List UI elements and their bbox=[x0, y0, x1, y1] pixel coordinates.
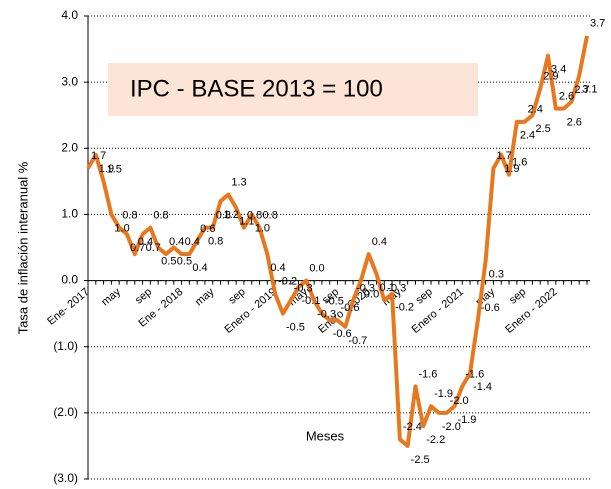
data-label: 1.0 bbox=[255, 222, 270, 234]
y-tick-label: 0.0 bbox=[61, 273, 78, 287]
data-label: -0.2 bbox=[395, 302, 414, 314]
y-tick-label: (1.0) bbox=[53, 339, 78, 353]
data-label: -2.0 bbox=[450, 395, 469, 407]
data-label: 0.8 bbox=[122, 210, 137, 222]
x-axis-label: Meses bbox=[306, 428, 345, 443]
data-label: 0.7 bbox=[130, 242, 145, 254]
x-tick-label: Ene- 2017 bbox=[45, 286, 92, 328]
data-label: 0.4 bbox=[192, 262, 207, 274]
data-label: 2.6 bbox=[567, 117, 582, 129]
data-label: 1.1 bbox=[239, 216, 254, 228]
data-label: 0.3 bbox=[489, 269, 504, 281]
x-tick-label: may bbox=[193, 286, 217, 309]
data-label: 1.7 bbox=[496, 150, 511, 162]
data-label: -2.4 bbox=[403, 421, 422, 433]
data-label: -2.2 bbox=[426, 434, 445, 446]
data-label: 2.6 bbox=[559, 91, 574, 103]
data-label: -0.7 bbox=[348, 335, 367, 347]
data-label: -0.3 bbox=[387, 282, 406, 294]
data-label: 0.8 bbox=[247, 210, 262, 222]
data-label: -0.1 bbox=[302, 295, 321, 307]
data-label: 0.7 bbox=[146, 242, 161, 254]
data-label: 1.5 bbox=[107, 163, 122, 175]
data-label: -0.5 bbox=[325, 296, 344, 308]
data-label: 2.4 bbox=[528, 104, 543, 116]
y-tick-label: 2.0 bbox=[61, 140, 78, 154]
data-label: 1.9 bbox=[504, 163, 519, 175]
data-label: -1.6 bbox=[465, 368, 484, 380]
data-label: -0.6 bbox=[481, 302, 500, 314]
data-label: 0.1 bbox=[379, 282, 394, 294]
data-label: 0.6 bbox=[200, 223, 215, 235]
data-label: 3.1 bbox=[582, 83, 597, 95]
data-label: 1.7 bbox=[91, 150, 106, 162]
data-label: 1.6 bbox=[512, 157, 527, 169]
x-tick-label: sep bbox=[133, 286, 154, 307]
data-label: -0.2 bbox=[278, 276, 297, 288]
data-label: 1.2 bbox=[224, 209, 239, 221]
data-label: 1.3 bbox=[231, 176, 246, 188]
data-label: 2.5 bbox=[535, 123, 550, 135]
data-label: 0.8 bbox=[153, 210, 168, 222]
x-tick-label: sep bbox=[226, 286, 247, 307]
y-tick-label: 4.0 bbox=[61, 8, 78, 22]
data-label: -1.4 bbox=[473, 381, 492, 393]
data-label: -0.6 bbox=[341, 302, 360, 314]
data-label: 2.4 bbox=[520, 130, 535, 142]
data-label: 2.7 bbox=[574, 84, 589, 96]
data-label: -1.9 bbox=[457, 414, 476, 426]
data-label: 0.8 bbox=[216, 210, 231, 222]
data-label: 0.8 bbox=[208, 236, 223, 248]
data-label: -0.3 bbox=[356, 282, 375, 294]
data-label: 0.0 bbox=[364, 288, 379, 300]
data-label: 0.0 bbox=[309, 262, 324, 274]
data-label: -2.0 bbox=[442, 421, 461, 433]
data-label: 3.4 bbox=[551, 64, 566, 76]
data-label: 2.9 bbox=[543, 71, 558, 83]
data-label: 0.4 bbox=[185, 236, 200, 248]
data-label: -1.9 bbox=[434, 388, 453, 400]
data-label: 1.9 bbox=[99, 163, 114, 175]
y-tick-label: 3.0 bbox=[61, 74, 78, 88]
x-tick-label: sep bbox=[414, 286, 435, 307]
data-label: -0.3 bbox=[317, 308, 336, 320]
y-tick-label: 1.0 bbox=[61, 207, 78, 221]
data-label: 0.5 bbox=[177, 255, 192, 267]
data-label: 0.4 bbox=[270, 262, 285, 274]
data-label: -1.6 bbox=[418, 368, 437, 380]
data-label: 0.5 bbox=[161, 255, 176, 267]
y-tick-label: (2.0) bbox=[53, 405, 78, 419]
data-label: -0.5 bbox=[286, 322, 305, 334]
data-label: 0.4 bbox=[169, 236, 184, 248]
data-label: -2.5 bbox=[411, 454, 430, 466]
x-tick-label: sep bbox=[507, 286, 528, 307]
x-tick-label: may bbox=[99, 286, 123, 309]
data-label: 0.8 bbox=[263, 210, 278, 222]
series-line bbox=[86, 35, 589, 448]
data-label: -0.6 bbox=[333, 328, 352, 340]
data-label: 3.7 bbox=[590, 18, 605, 30]
y-axis-label: Tasa de inflación interanual % bbox=[15, 161, 30, 334]
data-label: 0.4 bbox=[138, 236, 153, 248]
data-label: -0.3 bbox=[294, 282, 313, 294]
data-label: 0.4 bbox=[372, 236, 387, 248]
title-box bbox=[108, 63, 478, 116]
data-label: 1.0 bbox=[114, 222, 129, 234]
chart-title: IPC - BASE 2013 = 100 bbox=[130, 75, 383, 102]
y-tick-label: (3.0) bbox=[53, 471, 78, 485]
